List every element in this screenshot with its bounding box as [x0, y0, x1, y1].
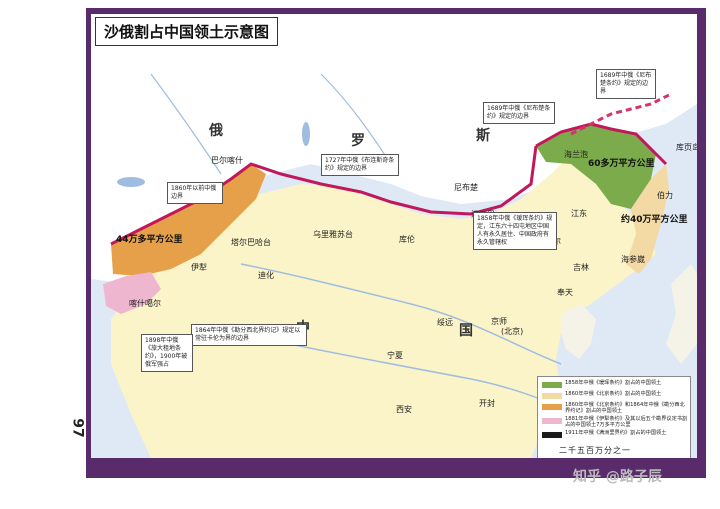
- watermark: 知乎 @路子辰: [573, 469, 662, 485]
- map-canvas: 沙俄割占中国领土示意图 俄 罗 斯 中 国 巴尔喀什 伊犁 塔尔巴哈台 迪化 喀…: [91, 14, 697, 458]
- legend-text: 1881年中俄《伊犁条约》及其以后五个勘界议定书割占的中国领土7万多平方公里: [565, 416, 688, 428]
- korea-land: [561, 304, 596, 359]
- russia-land: [91, 14, 697, 284]
- note-1860: 1860年以前中俄边界: [167, 182, 223, 204]
- nerchinsk-boundary-line: [570, 92, 672, 136]
- label-area-40: 约40万平方公里: [621, 215, 688, 225]
- label-nerchinsk: 尼布楚: [454, 183, 478, 192]
- note-1898: 1898年中俄《旅大租地条约》，1900年被俄军强占: [141, 334, 193, 372]
- legend-swatch: [542, 404, 562, 410]
- label-wulisutai: 乌里雅苏台: [313, 230, 353, 239]
- qing-border-line: [110, 145, 538, 246]
- territory-beijing-1860-east: [626, 164, 669, 274]
- legend-text: 1911年中俄《满洲里界约》割占的中国领土: [565, 430, 667, 436]
- note-1864: 1864年中俄《勘分西北界约记》规定以常驻卡伦为界的边界: [191, 324, 307, 346]
- label-jingshi: 京师: [491, 317, 507, 326]
- page-number: 97: [69, 418, 86, 438]
- label-jilin: 吉林: [573, 263, 589, 272]
- label-dihua: 迪化: [258, 271, 274, 280]
- legend-swatch: [542, 418, 562, 424]
- legend-row: 1911年中俄《满洲里界约》割占的中国领土: [542, 430, 688, 441]
- label-yili: 伊犁: [191, 263, 207, 272]
- label-hailanpao: 海兰泡: [564, 150, 588, 159]
- label-bershi: 巴尔喀什: [211, 156, 243, 165]
- label-china-guo: 国: [459, 323, 473, 339]
- legend-row: 1881年中俄《伊犁条约》及其以后五个勘界议定书割占的中国领土7万多平方公里: [542, 416, 688, 428]
- label-beijing: (北京): [501, 327, 524, 336]
- label-kuye: 库页岛: [676, 143, 697, 152]
- label-xian: 西安: [396, 405, 412, 414]
- map-scale: 二千五百万分之一: [559, 446, 631, 455]
- legend-text: 1858年中俄《瑷珲条约》割占的中国领土: [565, 380, 662, 386]
- territory-aigun-1858: [536, 124, 656, 209]
- label-suiyuan: 绥远: [437, 318, 453, 327]
- territory-northwest-1864: [111, 164, 266, 276]
- qing-border-line-east: [535, 122, 668, 166]
- label-kashgar: 喀什噶尔: [129, 299, 161, 308]
- yellow-river: [240, 263, 562, 365]
- label-boli: 伯力: [657, 191, 673, 200]
- baikal-lake: [302, 122, 310, 146]
- map-legend: 1858年中俄《瑷珲条约》割占的中国领土 1860年中俄《北京条约》割占的中国领…: [537, 376, 691, 458]
- legend-row: 1858年中俄《瑷珲条约》割占的中国领土: [542, 380, 688, 391]
- label-fengtian: 奉天: [557, 288, 573, 297]
- japan-land: [666, 264, 697, 364]
- territory-ili-1881: [103, 272, 161, 314]
- legend-text: 1860年中俄《北京条约》割占的中国领土: [565, 391, 662, 397]
- label-russia-e: 俄: [209, 123, 223, 139]
- legend-swatch: [542, 382, 562, 388]
- label-russia-luo: 罗: [351, 133, 365, 149]
- note-1689b: 1689年中俄《尼布楚条约》规定的边界: [596, 69, 656, 99]
- legend-swatch: [542, 393, 562, 399]
- map-title: 沙俄割占中国领土示意图: [95, 17, 279, 46]
- legend-row: 1860年中俄《北京条约》和1864年中俄《勘分西北界约记》割占的中国领土: [542, 402, 688, 414]
- ob-river: [150, 73, 222, 175]
- label-tacheng: 塔尔巴哈台: [231, 238, 271, 247]
- label-area-60: 60多万平方公里: [588, 159, 655, 169]
- legend-text: 1860年中俄《北京条约》和1864年中俄《勘分西北界约记》割占的中国领土: [565, 402, 685, 414]
- balkhash-lake: [117, 177, 145, 187]
- legend-row: 1860年中俄《北京条约》割占的中国领土: [542, 391, 688, 402]
- label-kaifeng: 开封: [479, 399, 495, 408]
- note-1689: 1689年中俄《尼布楚条约》规定的边界: [483, 102, 555, 124]
- label-haishenwai: 海参崴: [621, 255, 645, 264]
- label-jiangdong: 江东: [571, 209, 587, 218]
- note-1727: 1727年中俄《布连斯奇条约》规定的边界: [321, 154, 399, 176]
- label-kulun: 库伦: [399, 235, 415, 244]
- label-russia-si: 斯: [476, 128, 490, 144]
- legend-swatch: [542, 432, 562, 438]
- label-ningxia: 宁夏: [387, 351, 403, 360]
- note-1858: 1858年中俄《瑷珲条约》规定，江东六十四屯地区中国人有永久居住、中国政府有永久…: [473, 212, 557, 250]
- label-area-44: 44万多平方公里: [116, 235, 183, 245]
